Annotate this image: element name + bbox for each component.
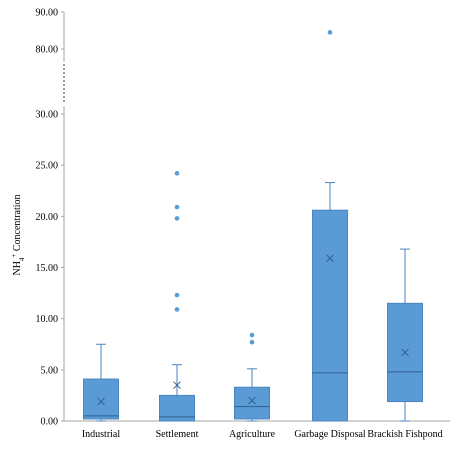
outlier-point [249, 339, 255, 345]
mean-marker [173, 381, 181, 390]
y-axis-label: NH4+ Concentration [10, 194, 26, 275]
x-tick-labels: Industrial Settlement Agriculture Garbage D… [82, 429, 443, 440]
x-tick-label: Agriculture [229, 429, 276, 440]
y-tick-label: 10.00 [36, 314, 59, 325]
mean-marker [248, 396, 256, 405]
mean-marker [401, 348, 409, 357]
x-tick-label: Brackish Fishpond [367, 429, 442, 440]
box-industrial [83, 343, 119, 422]
y-tick-label: 5.00 [41, 365, 59, 376]
outlier-point [249, 332, 255, 338]
outlier-point [174, 171, 180, 176]
outlier-point [174, 204, 180, 210]
y-tick-label: 15.00 [36, 263, 59, 274]
outlier-point [174, 216, 180, 221]
y-tick-label: 20.00 [36, 212, 59, 223]
box-body [234, 386, 270, 420]
box-body [312, 209, 348, 422]
box-settlement [159, 171, 195, 422]
outlier-point [327, 30, 333, 35]
x-tick-label: Industrial [82, 429, 121, 440]
box-body [83, 378, 119, 420]
outlier-point [174, 292, 180, 298]
box-series [83, 30, 423, 422]
box-agriculture [234, 332, 270, 422]
y-tick-label: 80.00 [36, 45, 59, 56]
x-tick-label: Settlement [156, 429, 199, 440]
outlier-point [174, 307, 180, 312]
mean-marker [97, 397, 105, 406]
y-tick-label: 30.00 [36, 110, 59, 121]
mean-marker [326, 254, 334, 263]
box-brackish-fishpond [387, 248, 423, 422]
box-garbage-disposal [312, 30, 348, 422]
y-tick-label: 90.00 [36, 8, 59, 19]
y-tick-label: 25.00 [36, 161, 59, 172]
x-tick-label: Garbage Disposal [294, 429, 366, 440]
y-tick-labels: 90.00 80.00 30.00 25.00 20.00 15.00 10.00 5.00 0… [36, 8, 59, 428]
y-tick-label: 0.00 [41, 417, 59, 428]
